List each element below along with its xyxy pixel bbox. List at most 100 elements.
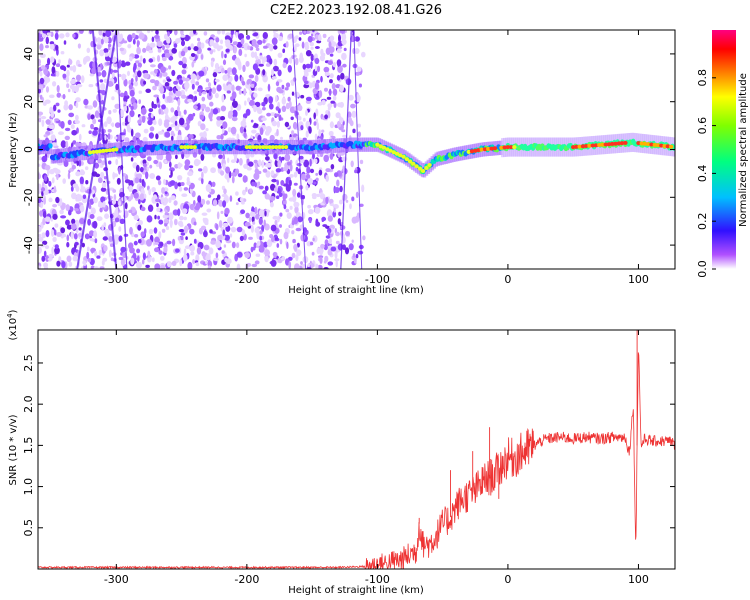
noise-blob bbox=[38, 183, 42, 191]
noise-blob bbox=[199, 114, 204, 120]
noise-blob bbox=[328, 88, 332, 97]
noise-blob bbox=[255, 47, 260, 51]
noise-blob bbox=[248, 99, 255, 107]
noise-blob bbox=[331, 83, 336, 90]
noise-blob bbox=[273, 30, 276, 35]
noise-blob bbox=[250, 224, 254, 233]
noise-blob bbox=[143, 128, 149, 134]
noise-blob bbox=[179, 215, 184, 221]
noise-blob bbox=[337, 60, 340, 67]
noise-blob bbox=[75, 74, 82, 82]
noise-blob bbox=[122, 74, 127, 79]
noise-blob bbox=[255, 253, 261, 257]
ridge-hot-cell bbox=[668, 144, 674, 149]
noise-blob bbox=[38, 88, 41, 94]
noise-blob bbox=[246, 35, 251, 40]
noise-blob bbox=[134, 177, 140, 184]
noise-blob bbox=[193, 46, 199, 52]
noise-blob bbox=[294, 206, 299, 214]
bottom-x-axis-label: Height of straight line (km) bbox=[288, 585, 424, 596]
noise-blob bbox=[277, 160, 282, 168]
y-tick-label: 2.0 bbox=[22, 395, 35, 413]
noise-blob bbox=[200, 54, 204, 60]
noise-blob bbox=[208, 247, 214, 255]
noise-blob bbox=[308, 126, 312, 134]
noise-blob bbox=[167, 261, 172, 268]
noise-blob bbox=[169, 167, 175, 172]
ridge-hot-cell bbox=[391, 150, 396, 155]
bottom-y-axis: 0.5 1.0 1.5 2.0 2.5 bbox=[22, 354, 675, 537]
noise-blob bbox=[218, 202, 223, 207]
noise-blob bbox=[317, 102, 323, 106]
noise-blob bbox=[313, 181, 317, 185]
noise-blob bbox=[162, 45, 165, 51]
noise-blob bbox=[100, 83, 106, 91]
y-tick-label: 40 bbox=[22, 47, 35, 61]
noise-blob bbox=[64, 135, 71, 141]
noise-blob bbox=[96, 44, 102, 50]
noise-blob bbox=[101, 259, 105, 266]
noise-blob bbox=[85, 233, 90, 240]
noise-blob bbox=[93, 230, 97, 239]
noise-blob bbox=[270, 196, 276, 201]
noise-blob bbox=[314, 206, 321, 214]
noise-blob bbox=[191, 83, 195, 90]
noise-blob bbox=[239, 197, 244, 202]
noise-blob bbox=[129, 110, 135, 118]
noise-blob bbox=[142, 163, 147, 168]
ridge-hot-cell bbox=[639, 141, 644, 146]
noise-blob bbox=[101, 182, 107, 189]
noise-blob bbox=[197, 41, 202, 49]
noise-blob bbox=[51, 66, 56, 74]
noise-blob bbox=[163, 178, 166, 185]
noise-blob bbox=[137, 224, 142, 231]
noise-blob bbox=[157, 179, 162, 186]
noise-blob bbox=[198, 227, 203, 235]
noise-blob bbox=[231, 241, 236, 249]
noise-blob bbox=[222, 59, 227, 66]
noise-blob bbox=[321, 99, 326, 106]
noise-blob bbox=[54, 247, 60, 255]
noise-blob bbox=[264, 185, 269, 191]
noise-blob bbox=[327, 110, 331, 119]
noise-blob bbox=[324, 71, 330, 76]
noise-blob bbox=[212, 72, 218, 78]
noise-blob bbox=[211, 181, 216, 187]
noise-blob bbox=[325, 47, 331, 55]
noise-blob bbox=[283, 204, 287, 210]
noise-blob bbox=[153, 68, 158, 74]
noise-blob bbox=[38, 111, 44, 116]
noise-blob bbox=[263, 241, 268, 248]
noise-blob bbox=[150, 64, 156, 68]
noise-blob bbox=[242, 113, 248, 119]
noise-blob bbox=[77, 43, 81, 49]
noise-blob bbox=[43, 197, 46, 205]
noise-blob bbox=[201, 251, 206, 257]
noise-blob bbox=[44, 164, 51, 171]
noise-blob bbox=[347, 111, 352, 119]
noise-blob bbox=[58, 131, 64, 136]
noise-blob bbox=[71, 218, 76, 225]
noise-blob bbox=[198, 70, 205, 77]
noise-blob bbox=[240, 209, 246, 214]
noise-blob bbox=[104, 52, 109, 57]
ridge-hot-cell bbox=[649, 142, 654, 147]
noise-blob bbox=[307, 35, 313, 43]
noise-blob bbox=[281, 156, 285, 161]
noise-blob bbox=[341, 52, 347, 61]
noise-blob bbox=[285, 177, 289, 186]
noise-blob bbox=[212, 49, 216, 53]
noise-blob bbox=[235, 202, 239, 206]
noise-blob bbox=[205, 128, 209, 132]
noise-blob bbox=[303, 80, 309, 85]
noise-blob bbox=[272, 65, 279, 72]
noise-blob bbox=[270, 259, 277, 267]
noise-blob bbox=[314, 46, 320, 49]
noise-blob bbox=[38, 37, 44, 42]
ridge-hot-cell bbox=[277, 145, 282, 150]
snr-series-line bbox=[38, 352, 675, 569]
noise-blob bbox=[309, 42, 314, 47]
noise-blob bbox=[180, 50, 186, 57]
ridge-hot-cell bbox=[244, 145, 250, 150]
noise-blob bbox=[312, 237, 315, 242]
